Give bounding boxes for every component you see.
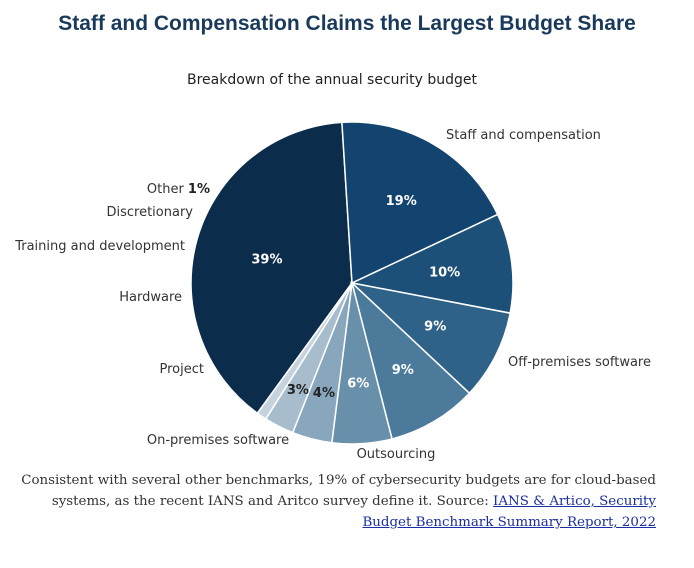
data-label: 4% <box>313 386 335 401</box>
category-label: Outsourcing <box>357 447 436 462</box>
pie-slice-off-premises-software <box>341 121 499 285</box>
pie-slice-outsourcing <box>349 213 514 315</box>
category-label: Other 1% <box>147 182 210 197</box>
data-label: 9% <box>424 319 446 334</box>
category-label: Off-premises software <box>508 355 651 370</box>
caption-text: Consistent with several other benchmarks… <box>21 473 656 509</box>
category-label: Training and development <box>14 239 185 254</box>
data-label: 10% <box>429 265 460 280</box>
source-link[interactable]: IANS & Artico, Security Budget Benchmark… <box>362 494 656 530</box>
category-label: Staff and compensation <box>446 128 601 143</box>
data-label: 9% <box>392 363 414 378</box>
category-label: Discretionary <box>106 205 193 220</box>
pie-slice-other <box>256 282 353 420</box>
data-label: 19% <box>386 194 417 209</box>
category-label: Project <box>160 362 204 377</box>
category-label: On-premises software <box>147 433 289 448</box>
chart-title: Staff and Compensation Claims the Larges… <box>58 12 636 35</box>
pie-slice-on-premises-software <box>349 281 512 395</box>
chart-subtitle: Breakdown of the annual security budget <box>187 72 478 88</box>
data-label: 1% <box>188 182 210 197</box>
pie-slice-staff-and-compensation <box>190 121 353 415</box>
data-label: 6% <box>347 377 369 392</box>
data-label: 3% <box>287 383 309 398</box>
pie-slice-project <box>350 280 471 440</box>
chart-caption: Consistent with several other benchmarks… <box>16 470 656 533</box>
data-label: 39% <box>251 252 282 267</box>
category-label: Hardware <box>119 290 182 305</box>
